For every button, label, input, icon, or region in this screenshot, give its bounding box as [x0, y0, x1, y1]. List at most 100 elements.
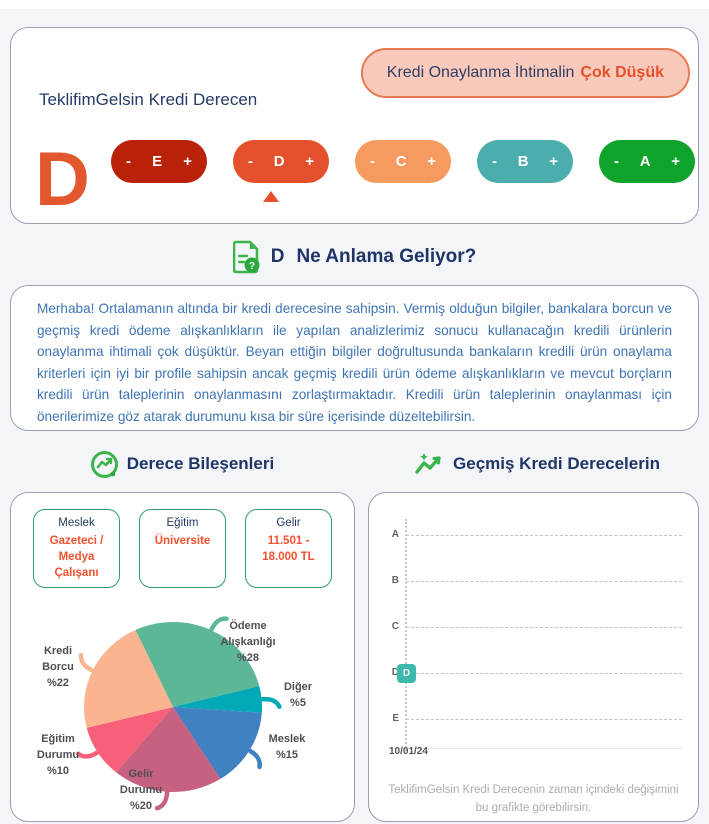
grade-pill-letter: D — [273, 153, 285, 170]
history-gridline — [406, 581, 682, 582]
attribute-value: Gazeteci / Medya Çalışanı — [49, 535, 104, 579]
minus-icon: - — [126, 153, 131, 170]
pie-slice-label: %5 — [290, 697, 306, 709]
history-grid-row: B — [369, 575, 700, 589]
history-point[interactable]: D — [397, 664, 416, 683]
history-grid-row: A — [369, 529, 700, 543]
grade-pill-letter: B — [517, 153, 529, 170]
history-grade-label: E — [392, 713, 399, 724]
pie-slice — [173, 707, 262, 779]
history-gridline — [406, 627, 682, 628]
attribute-value: 11.501 - 18.000 TL — [262, 535, 315, 563]
pie-slice — [116, 707, 221, 792]
approval-likelihood-badge: Kredi Onaylanma İhtimalin Çok Düşük — [360, 48, 690, 98]
approval-badge-highlight: Çok Düşük — [580, 64, 664, 81]
grade-pill-c[interactable]: - C + — [355, 140, 451, 183]
components-section-heading: Derece Bileşenleri — [0, 450, 365, 478]
trending-up-circle-icon — [90, 450, 118, 478]
pie-slice — [83, 629, 173, 728]
components-title: Derece Bileşenleri — [126, 454, 275, 473]
pie-slice-label: %22 — [47, 677, 69, 689]
history-date-label: 10/01/24 — [389, 746, 428, 757]
grade-pill-letter: E — [152, 153, 163, 170]
pie-slice — [135, 622, 260, 707]
pie-slice — [86, 707, 173, 773]
history-gridline — [406, 719, 682, 720]
history-grade-label: B — [391, 575, 399, 586]
pie-slice-label: Meslek — [269, 733, 307, 745]
minus-icon: - — [370, 153, 375, 170]
pie-slice-label: Durumu — [120, 784, 162, 796]
grade-pill-a[interactable]: - A + — [599, 140, 695, 183]
history-card: 10/01/24 A B C D E D TeklifimGelsin Kredi Der… — [368, 492, 699, 822]
plus-icon: + — [549, 153, 558, 170]
attribute-box-gelir: Gelir 11.501 - 18.000 TL — [245, 509, 332, 588]
plus-icon: + — [427, 153, 436, 170]
document-question-icon: ? — [232, 240, 260, 274]
pie-callout-line — [76, 750, 100, 759]
history-title: Geçmiş Kredi Derecelerin — [453, 454, 660, 473]
pie-callout-line — [209, 616, 229, 632]
pie-slice-label: %20 — [130, 800, 152, 812]
pie-callout-line — [154, 790, 170, 811]
history-chart: 10/01/24 A B C D E D — [369, 493, 700, 763]
pie-slice-label: Alışkanlığı — [220, 636, 275, 648]
plus-icon: + — [671, 153, 680, 170]
grade-pill-letter: C — [395, 153, 407, 170]
meaning-grade-letter: D — [270, 246, 285, 267]
minus-icon: - — [492, 153, 497, 170]
grade-pill-e[interactable]: - E + — [111, 140, 207, 183]
history-grid-row: C — [369, 621, 700, 635]
history-x-axis — [389, 748, 682, 749]
minus-icon: - — [614, 153, 619, 170]
pie-slice-label: Kredi — [44, 645, 72, 657]
grade-scale: - E + - D + - C + - B + - A + — [111, 140, 697, 183]
history-y-axis — [405, 519, 407, 751]
sparkline-icon — [415, 453, 441, 474]
credit-grade-card: TeklifimGelsin Kredi Derecen Kredi Onayl… — [10, 27, 699, 224]
approval-badge-text: Kredi Onaylanma İhtimalin — [386, 64, 575, 81]
history-gridline — [406, 535, 682, 536]
plus-icon: + — [183, 153, 192, 170]
grade-pill-b[interactable]: - B + — [477, 140, 573, 183]
meaning-title: Ne Anlama Geliyor? — [296, 246, 477, 267]
svg-text:?: ? — [249, 261, 255, 272]
history-grade-label: C — [391, 621, 399, 632]
attribute-label: Eğitim — [166, 517, 199, 529]
history-grade-label: D — [391, 667, 399, 678]
attribute-value: Üniversite — [154, 535, 211, 547]
meaning-card: Merhaba! Ortalamanın altında bir kredi d… — [10, 285, 699, 431]
pie-callout-line — [248, 748, 262, 770]
section-headings: Derece Bileşenleri Geçmiş Kredi Derecele… — [0, 450, 709, 478]
pie-slice-label: Durumu — [37, 749, 79, 761]
components-card: Meslek Gazeteci / Medya Çalışanı Eğitim … — [10, 492, 355, 822]
pie-slice-label: %10 — [47, 765, 69, 777]
pie-slice-label: Ödeme — [229, 619, 266, 632]
meaning-paragraph: Merhaba! Ortalamanın altında bir kredi d… — [37, 301, 672, 424]
attribute-label: Meslek — [58, 517, 95, 529]
pie-callout-line — [78, 652, 94, 673]
active-grade-pointer — [263, 191, 279, 202]
history-caption: TeklifimGelsin Kredi Derecenin zaman içi… — [388, 784, 679, 814]
components-pie-chart: Ödeme Alışkanlığı %28 Diğer %5 Meslek %15 Gelir… — [37, 616, 313, 812]
history-grid-row: D — [369, 667, 700, 681]
pie-callout-line — [260, 696, 282, 709]
meaning-section-heading: ? D Ne Anlama Geliyor? — [0, 240, 709, 274]
attribute-box-egitim: Eğitim Üniversite — [139, 509, 226, 588]
page-title: TeklifimGelsin Kredi Derecen — [39, 90, 258, 109]
attribute-box-meslek: Meslek Gazeteci / Medya Çalışanı — [33, 509, 120, 588]
history-gridline — [406, 673, 682, 674]
history-grid-row: E — [369, 713, 700, 727]
grade-pill-letter: A — [639, 153, 651, 170]
pie-slice-label: %28 — [237, 652, 259, 664]
pie-slice-label: Diğer — [284, 681, 313, 693]
attribute-label: Gelir — [276, 517, 301, 529]
grade-pill-d[interactable]: - D + — [233, 140, 329, 183]
pie-slice-label: Borcu — [42, 661, 74, 673]
history-grade-label: A — [391, 529, 399, 540]
attribute-boxes: Meslek Gazeteci / Medya Çalışanı Eğitim … — [33, 509, 332, 588]
top-strip — [0, 0, 709, 9]
pie-slice-label: %15 — [276, 749, 298, 761]
pie-slice-label: Eğitim — [41, 733, 75, 745]
current-grade-letter: D — [35, 137, 90, 222]
